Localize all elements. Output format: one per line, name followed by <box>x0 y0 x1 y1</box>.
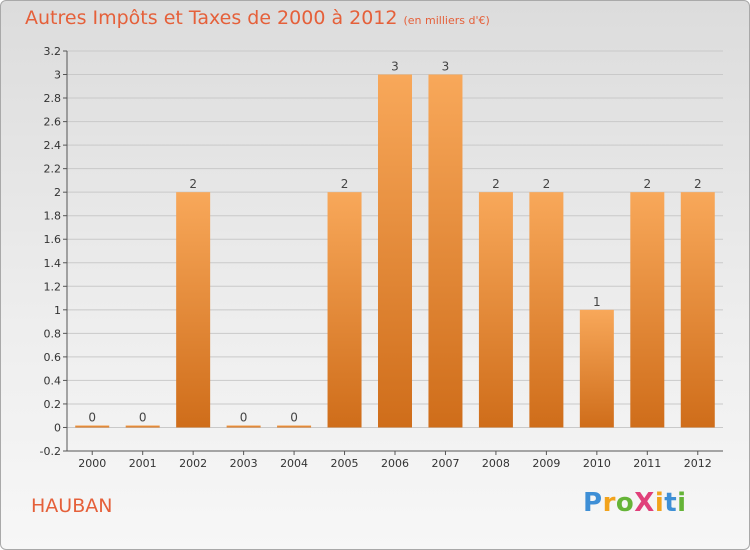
y-tick-label: 2.4 <box>44 139 62 152</box>
proxiti-logo: ProXiti <box>583 488 687 518</box>
y-tick-label: 2 <box>54 186 61 199</box>
x-tick-label-2001: 2001 <box>129 457 157 470</box>
y-tick-label: 3.2 <box>44 45 62 58</box>
bar-2000 <box>75 425 110 428</box>
logo-letter: i <box>654 488 665 518</box>
x-tick-label-2004: 2004 <box>280 457 308 470</box>
data-label-2009: 2 <box>543 177 551 191</box>
x-tick-label-2003: 2003 <box>230 457 258 470</box>
bar-2012 <box>680 192 715 428</box>
commune-name: HAUBAN <box>31 495 113 517</box>
data-label-2007: 3 <box>442 60 450 74</box>
x-tick-label-2002: 2002 <box>179 457 207 470</box>
data-label-2005: 2 <box>341 177 349 191</box>
y-tick-label: 1.8 <box>44 210 62 223</box>
x-tick-label-2005: 2005 <box>331 457 359 470</box>
y-tick-label: 1.2 <box>44 280 62 293</box>
x-tick-label-2007: 2007 <box>431 457 459 470</box>
data-label-2002: 2 <box>189 177 197 191</box>
x-tick-label-2009: 2009 <box>532 457 560 470</box>
bar-2008 <box>478 192 513 428</box>
data-label-2001: 0 <box>139 410 147 424</box>
y-tick-label: 2.8 <box>44 92 62 105</box>
x-tick-label-2008: 2008 <box>482 457 510 470</box>
chart-title-text: Autres Impôts et Taxes de 2000 à 2012 <box>25 7 398 29</box>
bar-2002 <box>176 192 211 428</box>
bar-2006 <box>378 74 412 428</box>
bar-2011 <box>630 192 665 428</box>
bar-2009 <box>529 192 564 428</box>
bar-2001 <box>125 425 160 428</box>
bar-2005 <box>327 192 362 428</box>
logo-letter: X <box>634 488 655 518</box>
y-tick-label: 0.6 <box>44 351 62 364</box>
x-tick-label-2010: 2010 <box>583 457 611 470</box>
axes: -0.2 0 0.2 0.4 0.6 0.8 1 1.2 1.4 1.6 1.8 2 2.2 2.4 2.6… <box>40 45 723 470</box>
logo-letter: o <box>615 488 635 518</box>
y-tick-label: 1.6 <box>44 233 62 246</box>
y-tick-label: 2.6 <box>44 116 62 129</box>
bar-2003 <box>226 425 261 428</box>
chart-subtitle: (en milliers d'€) <box>403 14 490 27</box>
x-tick-label-2000: 2000 <box>78 457 106 470</box>
data-label-2003: 0 <box>240 410 248 424</box>
data-label-2000: 0 <box>88 410 96 424</box>
bars <box>75 74 715 428</box>
y-tick-label: 1 <box>54 304 61 317</box>
data-label-2012: 2 <box>694 177 702 191</box>
chart-title: Autres Impôts et Taxes de 2000 à 2012 (en… <box>25 7 490 29</box>
y-tick-label: 3 <box>54 69 61 82</box>
y-tick-label: -0.2 <box>40 445 61 458</box>
y-tick-label: 1.4 <box>44 257 62 270</box>
y-tick-label: 0.4 <box>44 374 62 387</box>
y-tick-label: 0 <box>54 421 61 434</box>
logo-letter: P <box>583 488 603 518</box>
data-label-2004: 0 <box>290 410 298 424</box>
data-label-2011: 2 <box>643 177 651 191</box>
logo-letter: r <box>602 488 616 518</box>
x-tick-label-2012: 2012 <box>684 457 712 470</box>
logo-letter: t <box>664 488 678 518</box>
data-label-2008: 2 <box>492 177 500 191</box>
bar-2010 <box>579 309 614 428</box>
data-label-2010: 1 <box>593 295 601 309</box>
y-tick-label: 2.2 <box>44 163 62 176</box>
x-tick-label-2006: 2006 <box>381 457 409 470</box>
y-tick-label: 0.8 <box>44 327 62 340</box>
x-tick-label-2011: 2011 <box>633 457 661 470</box>
bar-2004 <box>277 425 312 428</box>
y-tick-label: 0.2 <box>44 398 62 411</box>
logo-letter: i <box>677 488 687 518</box>
data-label-2006: 3 <box>391 60 399 74</box>
bar-2007 <box>428 74 463 428</box>
data-labels: 0 0 2 0 0 2 3 3 2 2 1 2 2 <box>88 60 701 425</box>
